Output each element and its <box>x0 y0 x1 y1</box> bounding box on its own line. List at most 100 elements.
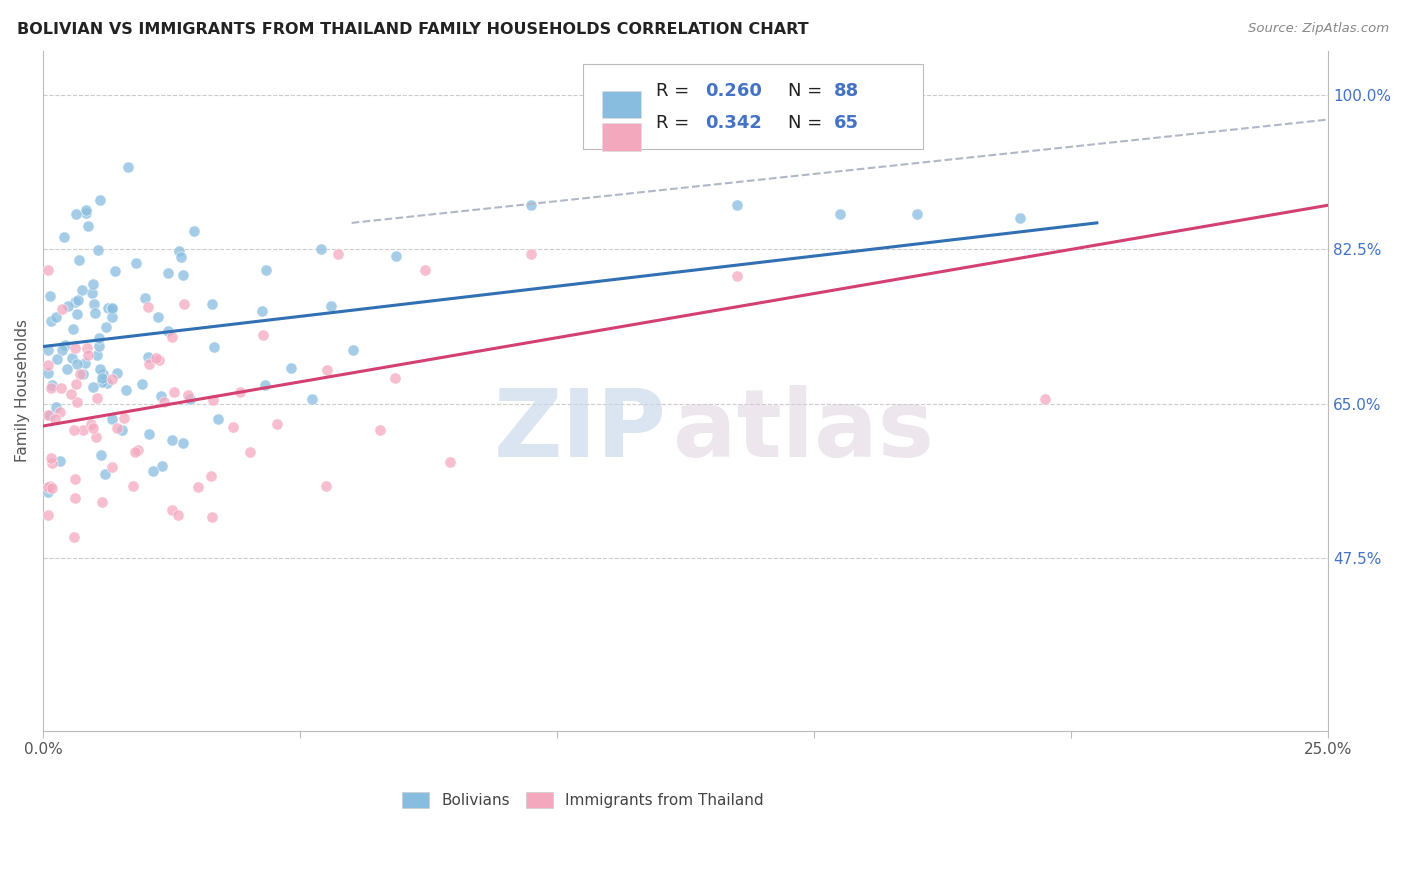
Point <box>202 340 225 354</box>
Point <box>82 285 104 300</box>
Point <box>167 244 190 259</box>
Point <box>87 339 110 353</box>
Point <box>93 467 115 481</box>
Point <box>138 357 160 371</box>
Point <box>38 288 60 302</box>
Point <box>41 377 63 392</box>
Point <box>413 263 436 277</box>
Point <box>134 291 156 305</box>
Point <box>62 322 84 336</box>
Point <box>101 412 124 426</box>
Point <box>136 300 159 314</box>
Text: N =: N = <box>789 82 828 101</box>
Point <box>127 443 149 458</box>
Point <box>100 310 122 325</box>
Point <box>101 372 124 386</box>
Point <box>148 353 170 368</box>
Point <box>44 412 66 426</box>
Point <box>63 423 86 437</box>
Point <box>83 306 105 320</box>
Point <box>163 385 186 400</box>
FancyBboxPatch shape <box>602 91 641 118</box>
Point <box>172 268 194 282</box>
Point <box>200 469 222 483</box>
Point <box>60 351 83 365</box>
Point <box>37 408 59 422</box>
Point <box>301 392 323 407</box>
Point <box>252 304 274 318</box>
Point <box>63 294 86 309</box>
Point <box>39 408 62 422</box>
Point <box>90 448 112 462</box>
Point <box>37 508 59 522</box>
Point <box>153 395 176 409</box>
Point <box>94 320 117 334</box>
Point <box>90 376 112 390</box>
Point <box>1035 392 1057 407</box>
Point <box>76 219 98 234</box>
Point <box>115 383 138 397</box>
Point <box>173 297 195 311</box>
Point <box>89 362 111 376</box>
Point <box>315 479 337 493</box>
Point <box>200 297 222 311</box>
Point <box>65 207 87 221</box>
Point <box>91 495 114 509</box>
Point <box>172 435 194 450</box>
Point <box>45 400 67 414</box>
Point <box>63 341 86 355</box>
Point <box>87 243 110 257</box>
Point <box>82 277 104 291</box>
Point <box>49 381 72 395</box>
Point <box>56 299 79 313</box>
Point <box>96 301 118 315</box>
Point <box>100 459 122 474</box>
Point <box>1008 211 1031 226</box>
Point <box>82 380 104 394</box>
Point <box>254 262 277 277</box>
Point <box>69 367 91 381</box>
Point <box>160 433 183 447</box>
Point <box>254 378 277 392</box>
Point <box>55 338 77 352</box>
Point <box>37 366 59 380</box>
Point <box>37 485 59 500</box>
Point <box>725 268 748 283</box>
Point <box>96 376 118 391</box>
Point <box>896 92 918 106</box>
Text: N =: N = <box>789 114 828 132</box>
Point <box>166 508 188 523</box>
Point <box>65 491 87 505</box>
Point <box>177 388 200 402</box>
Point <box>65 376 87 391</box>
Point <box>157 324 180 338</box>
Point <box>368 423 391 437</box>
Text: BOLIVIAN VS IMMIGRANTS FROM THAILAND FAMILY HOUSEHOLDS CORRELATION CHART: BOLIVIAN VS IMMIGRANTS FROM THAILAND FAM… <box>17 22 808 37</box>
Point <box>105 366 128 380</box>
Point <box>86 391 108 405</box>
Point <box>905 207 928 221</box>
Point <box>49 405 72 419</box>
Point <box>75 203 97 218</box>
Point <box>315 363 337 377</box>
Point <box>72 367 94 381</box>
Point <box>104 264 127 278</box>
Point <box>39 479 62 493</box>
Point <box>41 482 63 496</box>
Point <box>72 424 94 438</box>
Point <box>149 389 172 403</box>
Point <box>37 358 59 372</box>
Point <box>63 472 86 486</box>
Point <box>179 392 201 406</box>
Point <box>51 301 73 316</box>
Point <box>105 421 128 435</box>
Point <box>138 427 160 442</box>
Point <box>87 331 110 345</box>
Point <box>67 293 90 307</box>
Point <box>170 250 193 264</box>
Point <box>84 430 107 444</box>
Point <box>145 351 167 365</box>
Point <box>828 207 851 221</box>
Point <box>131 376 153 391</box>
Point <box>309 242 332 256</box>
